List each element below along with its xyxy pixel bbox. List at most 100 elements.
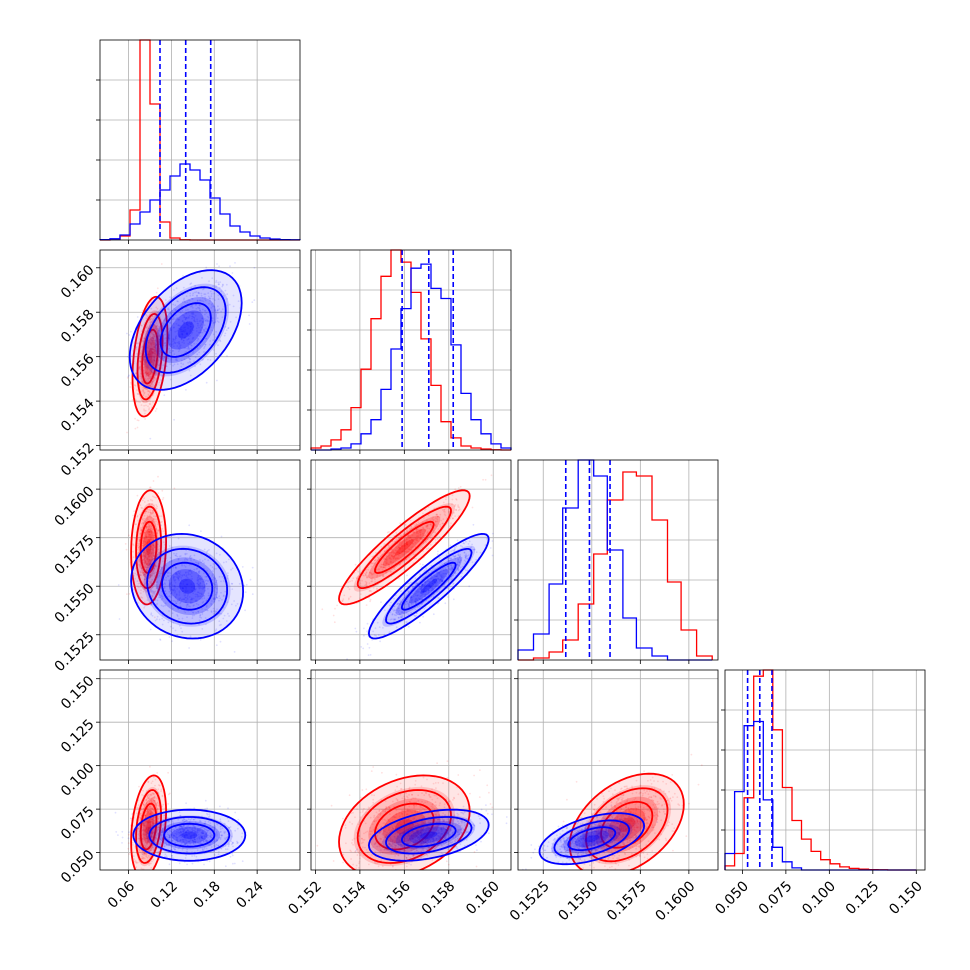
scatter-point bbox=[180, 338, 183, 340]
scatter-point bbox=[151, 363, 154, 366]
scatter-point bbox=[439, 582, 442, 585]
scatter-point bbox=[459, 556, 462, 559]
scatter-point bbox=[384, 609, 386, 612]
scatter-point bbox=[145, 533, 148, 536]
scatter-point bbox=[204, 297, 206, 300]
scatter-point bbox=[427, 578, 430, 581]
scatter-point bbox=[180, 598, 183, 601]
scatter-point bbox=[183, 300, 186, 303]
scatter-point bbox=[204, 558, 206, 561]
scatter-point bbox=[197, 563, 200, 565]
scatter-point bbox=[465, 553, 467, 556]
scatter-point bbox=[178, 342, 181, 345]
scatter-point bbox=[399, 615, 402, 618]
scatter-point bbox=[175, 335, 178, 337]
scatter-point bbox=[214, 286, 217, 289]
scatter-point bbox=[172, 364, 175, 367]
scatter-point bbox=[149, 353, 151, 355]
scatter-point bbox=[175, 359, 178, 362]
scatter-point bbox=[152, 333, 155, 336]
scatter-point bbox=[149, 348, 152, 350]
scatter-point bbox=[178, 555, 181, 558]
scatter-point bbox=[143, 517, 146, 520]
scatter-point bbox=[198, 619, 201, 622]
scatter-point bbox=[171, 612, 174, 615]
scatter-point bbox=[234, 262, 236, 264]
scatter-point bbox=[218, 308, 221, 310]
scatter-point bbox=[196, 577, 199, 579]
scatter-point bbox=[144, 553, 147, 556]
scatter-point bbox=[208, 316, 210, 319]
scatter-point bbox=[200, 593, 203, 596]
scatter-point bbox=[159, 639, 162, 641]
scatter-point bbox=[147, 377, 150, 380]
scatter-point bbox=[172, 576, 175, 578]
scatter-point bbox=[251, 566, 254, 569]
scatter-point bbox=[158, 325, 161, 328]
scatter-point bbox=[424, 581, 427, 584]
scatter-point bbox=[147, 390, 149, 392]
scatter-point bbox=[214, 593, 217, 596]
scatter-point bbox=[182, 286, 185, 289]
scatter-point bbox=[431, 586, 434, 589]
scatter-point bbox=[166, 308, 169, 310]
scatter-point bbox=[149, 540, 151, 542]
scatter-point bbox=[142, 539, 144, 542]
scatter-point bbox=[151, 591, 153, 594]
scatter-point bbox=[187, 311, 190, 314]
scatter-point bbox=[169, 345, 172, 348]
scatter-point bbox=[214, 321, 217, 323]
scatter-point bbox=[175, 571, 178, 574]
scatter-point bbox=[149, 353, 152, 356]
scatter-point bbox=[174, 597, 177, 599]
scatter-point bbox=[153, 352, 156, 355]
scatter-point bbox=[451, 568, 454, 570]
scatter-point bbox=[169, 351, 172, 354]
scatter-point bbox=[198, 623, 200, 626]
scatter-point bbox=[149, 377, 152, 380]
scatter-point bbox=[149, 349, 152, 352]
scatter-point bbox=[138, 540, 141, 543]
scatter-point bbox=[175, 318, 178, 320]
scatter-point bbox=[142, 559, 144, 562]
scatter-point bbox=[152, 348, 154, 351]
scatter-point bbox=[196, 318, 199, 321]
scatter-point bbox=[143, 540, 145, 542]
scatter-point bbox=[174, 595, 177, 598]
scatter-point bbox=[179, 344, 182, 347]
scatter-point bbox=[212, 563, 215, 565]
scatter-point bbox=[161, 623, 164, 626]
scatter-point bbox=[153, 364, 155, 367]
scatter-point bbox=[221, 308, 224, 311]
scatter-point bbox=[137, 342, 140, 344]
scatter-point bbox=[183, 574, 185, 576]
scatter-point bbox=[144, 555, 147, 557]
scatter-point bbox=[215, 552, 218, 555]
scatter-point bbox=[248, 323, 251, 325]
scatter-point bbox=[179, 346, 182, 349]
scatter-point bbox=[191, 598, 194, 600]
scatter-point bbox=[157, 530, 160, 532]
scatter-point bbox=[371, 638, 373, 641]
scatter-point bbox=[152, 362, 154, 365]
scatter-point bbox=[128, 374, 130, 377]
scatter-point bbox=[149, 373, 152, 375]
scatter-point bbox=[213, 598, 216, 601]
scatter-point bbox=[180, 332, 183, 335]
scatter-point bbox=[148, 508, 151, 511]
scatter-point bbox=[400, 616, 403, 619]
scatter-point bbox=[175, 357, 178, 360]
scatter-point bbox=[185, 317, 188, 319]
scatter-point bbox=[139, 352, 142, 354]
scatter-point bbox=[210, 610, 213, 613]
scatter-point bbox=[121, 830, 124, 833]
scatter-point bbox=[152, 337, 155, 340]
scatter-point bbox=[199, 324, 202, 327]
scatter-point bbox=[158, 334, 161, 337]
scatter-point bbox=[149, 545, 152, 547]
scatter-point bbox=[174, 314, 177, 316]
scatter-point bbox=[217, 321, 220, 323]
scatter-point bbox=[147, 390, 150, 392]
scatter-point bbox=[153, 572, 155, 575]
scatter-point bbox=[139, 586, 142, 588]
